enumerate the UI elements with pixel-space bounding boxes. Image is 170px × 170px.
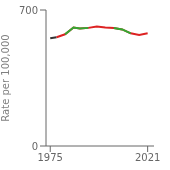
svg-text:1975: 1975	[38, 152, 63, 163]
svg-text:700: 700	[19, 5, 38, 16]
svg-text:0: 0	[32, 141, 38, 152]
svg-text:2021: 2021	[135, 152, 160, 163]
svg-text:Rate per 100,000: Rate per 100,000	[8, 34, 11, 121]
